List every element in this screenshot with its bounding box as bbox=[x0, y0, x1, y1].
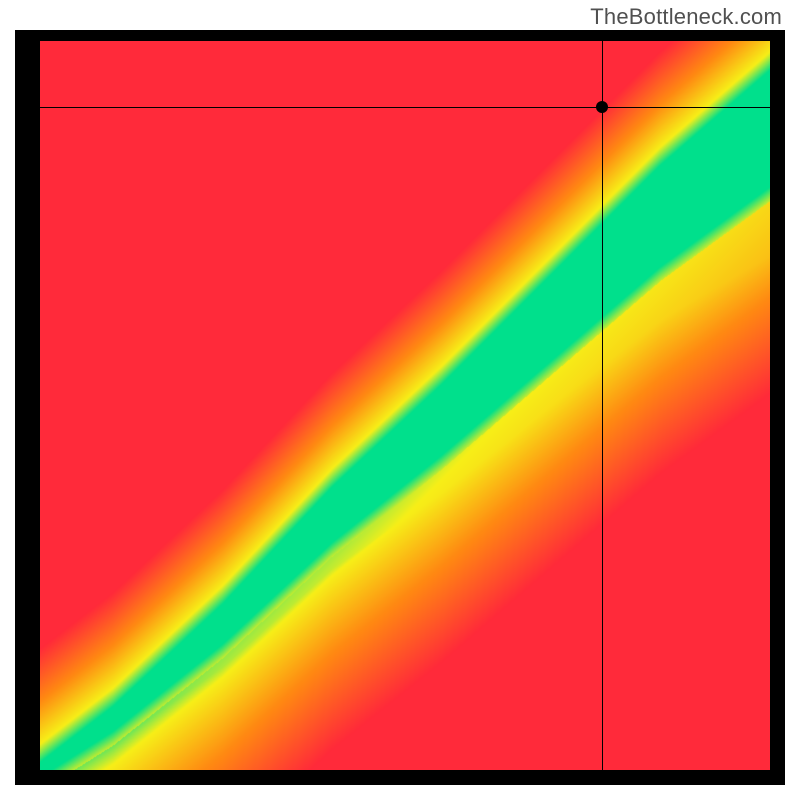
crosshair-marker bbox=[596, 101, 608, 113]
crosshair-horizontal bbox=[40, 107, 770, 108]
crosshair-vertical bbox=[602, 41, 603, 770]
plot-frame bbox=[15, 30, 785, 785]
watermark-text: TheBottleneck.com bbox=[590, 4, 782, 30]
heatmap-canvas bbox=[40, 41, 770, 770]
figure-root: TheBottleneck.com bbox=[0, 0, 800, 800]
plot-area bbox=[40, 41, 770, 770]
